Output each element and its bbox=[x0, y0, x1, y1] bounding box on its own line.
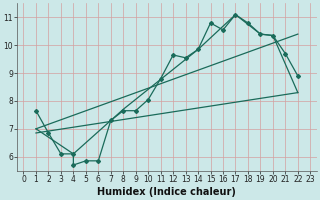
X-axis label: Humidex (Indice chaleur): Humidex (Indice chaleur) bbox=[98, 187, 236, 197]
